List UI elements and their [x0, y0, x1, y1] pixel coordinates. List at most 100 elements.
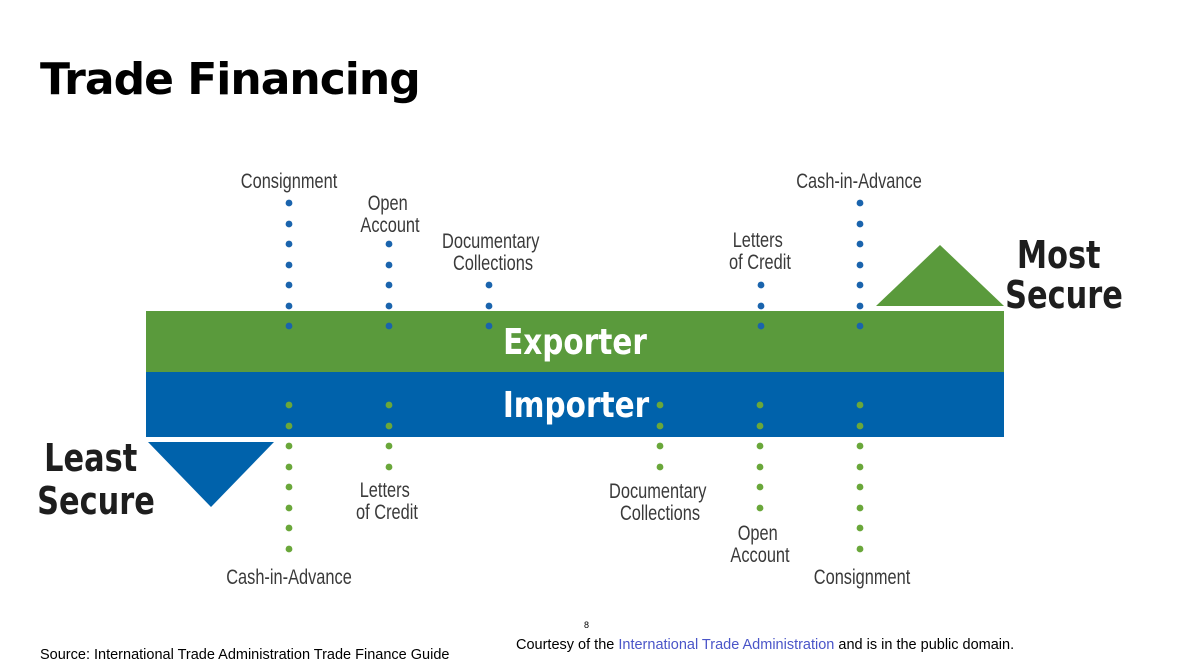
- exporter-dot: [485, 322, 493, 330]
- courtesy-prefix: Courtesy of the: [516, 637, 619, 653]
- importer-dot: [756, 422, 764, 430]
- importer-dot: [285, 504, 293, 512]
- exporter-dot: [285, 322, 293, 330]
- importer-dot: [856, 483, 864, 491]
- importer-dot: [756, 442, 764, 450]
- exporter-dot: [385, 302, 393, 310]
- dot-lines: [285, 199, 864, 553]
- exporter-label-open-account: Open Account: [360, 191, 420, 236]
- exporter-dot: [285, 220, 293, 228]
- label-line: Account: [360, 213, 420, 236]
- exporter-dot: [485, 281, 493, 289]
- label-line: Open: [738, 521, 778, 544]
- exporter-dot: [285, 199, 293, 207]
- exporter-dot: [856, 240, 864, 248]
- exporter-dot: [485, 302, 493, 310]
- importer-dot: [385, 401, 393, 409]
- importer-label: Importer: [503, 383, 650, 426]
- importer-dot: [656, 401, 664, 409]
- exporter-dot: [757, 322, 765, 330]
- label-line: Cash-in-Advance: [796, 169, 922, 192]
- label-line: Documentary: [442, 229, 540, 252]
- label-line: Open: [368, 191, 408, 214]
- importer-label-cash-in-advance: Cash-in-Advance: [226, 565, 352, 588]
- exporter-dot: [285, 240, 293, 248]
- most-secure-label: Most Secure: [1005, 234, 1123, 318]
- exporter-dot: [856, 281, 864, 289]
- importer-dot: [856, 545, 864, 553]
- importer-dot: [285, 422, 293, 430]
- label-line: Consignment: [814, 565, 911, 588]
- exporter-dot: [285, 261, 293, 269]
- label-line: Least: [44, 437, 137, 481]
- exporter-label: Exporter: [503, 320, 647, 363]
- exporter-dot: [856, 220, 864, 228]
- importer-dot: [756, 401, 764, 409]
- importer-dot: [285, 483, 293, 491]
- exporter-label-documentary-collections: Documentary Collections: [442, 229, 544, 274]
- courtesy-suffix: and is in the public domain.: [834, 637, 1015, 653]
- label-line: Account: [730, 543, 790, 566]
- label-line: Secure: [37, 480, 155, 524]
- exporter-dot: [856, 322, 864, 330]
- page-title: Trade Financing: [40, 54, 421, 105]
- importer-label-consignment: Consignment: [814, 565, 911, 588]
- ita-link[interactable]: International Trade Administration: [618, 637, 835, 653]
- label-line: Collections: [620, 501, 700, 524]
- label-line: Letters: [733, 228, 783, 251]
- exporter-label-consignment: Consignment: [241, 169, 338, 192]
- exporter-dot: [385, 261, 393, 269]
- importer-dot: [756, 463, 764, 471]
- importer-dot: [856, 463, 864, 471]
- label-line: of Credit: [729, 250, 792, 273]
- label-line: Consignment: [241, 169, 338, 192]
- label-line: Most: [1017, 234, 1101, 278]
- least-secure-label: Least Secure: [37, 437, 155, 524]
- importer-dot: [656, 422, 664, 430]
- label-line: Letters: [360, 478, 410, 501]
- exporter-dot: [385, 240, 393, 248]
- exporter-dot: [856, 302, 864, 310]
- importer-dot: [856, 422, 864, 430]
- importer-dot: [856, 504, 864, 512]
- importer-label-open-account: Open Account: [730, 521, 790, 566]
- most-secure-triangle: [876, 245, 1004, 306]
- exporter-dot: [856, 261, 864, 269]
- importer-dot: [285, 401, 293, 409]
- source-caption: Source: International Trade Administrati…: [40, 647, 450, 663]
- importer-dot: [656, 442, 664, 450]
- exporter-dot: [285, 281, 293, 289]
- exporter-dot: [856, 199, 864, 207]
- page-number: 8: [584, 620, 590, 630]
- exporter-dot: [385, 322, 393, 330]
- exporter-label-letters-of-credit: Letters of Credit: [729, 228, 792, 273]
- exporter-band: [146, 311, 1004, 372]
- exporter-label-cash-in-advance: Cash-in-Advance: [796, 169, 922, 192]
- importer-dot: [756, 483, 764, 491]
- label-line: Collections: [453, 251, 533, 274]
- label-line: of Credit: [356, 500, 419, 523]
- importer-dot: [285, 442, 293, 450]
- courtesy-caption: Courtesy of the International Trade Admi…: [516, 637, 1014, 653]
- importer-dot: [385, 463, 393, 471]
- label-line: Secure: [1005, 274, 1123, 318]
- importer-dot: [756, 504, 764, 512]
- importer-dot: [285, 524, 293, 532]
- label-line: Cash-in-Advance: [226, 565, 352, 588]
- exporter-dot: [385, 281, 393, 289]
- least-secure-triangle: [148, 442, 274, 507]
- importer-dot: [285, 463, 293, 471]
- importer-dot: [285, 545, 293, 553]
- importer-dot: [385, 422, 393, 430]
- label-line: Documentary: [609, 479, 707, 502]
- exporter-dot: [757, 281, 765, 289]
- importer-dot: [856, 442, 864, 450]
- importer-dot: [385, 442, 393, 450]
- exporter-dot: [285, 302, 293, 310]
- importer-label-letters-of-credit: Letters of Credit: [356, 478, 419, 523]
- importer-dot: [856, 524, 864, 532]
- importer-dot: [856, 401, 864, 409]
- importer-dot: [656, 463, 664, 471]
- exporter-dot: [757, 302, 765, 310]
